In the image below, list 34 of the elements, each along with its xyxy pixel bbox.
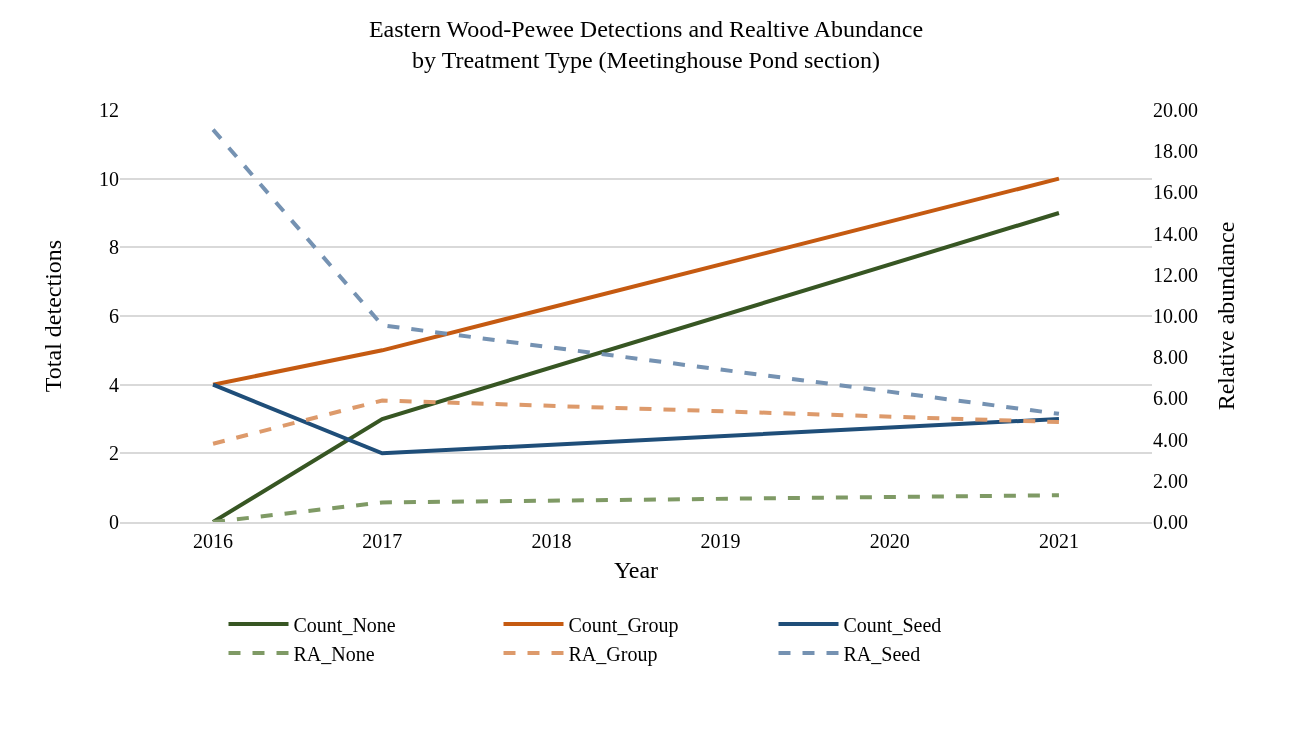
chart-title: Eastern Wood-Pewee Detections and Realtive Abundance by Treatment Type (Meetinghouse Pond section): [368, 15, 924, 73]
y2-tick-label: 6.00: [1153, 387, 1188, 410]
x-tick-label: 2018: [531, 529, 572, 552]
legend-label: Count_None: [293, 613, 396, 636]
legend-label: Count_Group: [568, 613, 679, 637]
y2-tick-label: 18.00: [1153, 140, 1198, 163]
x-axis-title: Year: [613, 556, 659, 583]
legend-label: RA_Group: [568, 642, 658, 666]
y2-tick-label: 12.00: [1153, 263, 1198, 286]
y2-tick-label: 10.00: [1153, 305, 1198, 327]
y2-tick-label: 14.00: [1153, 222, 1198, 245]
y2-tick-label: 0.00: [1153, 511, 1188, 533]
y-tick-label: 2: [109, 442, 119, 465]
x-tick-label: 2017: [362, 529, 403, 552]
y2-tick-label: 4.00: [1153, 428, 1188, 451]
y-tick-label: 10: [99, 167, 119, 190]
y-tick-label: 6: [109, 305, 119, 327]
x-tick-label: 2019: [700, 529, 741, 552]
y-tick-label: 12: [99, 99, 119, 121]
x-tick-label: 2020: [869, 529, 910, 552]
y-tick-label: 0: [109, 511, 119, 533]
x-tick-label: 2016: [193, 529, 234, 552]
legend-label: Count_Seed: [843, 613, 942, 636]
legend-label: RA_Seed: [843, 642, 921, 665]
y-tick-label: 8: [109, 236, 119, 259]
x-tick-label: 2021: [1038, 529, 1079, 552]
y2-tick-label: 20.00: [1153, 99, 1198, 121]
y2-tick-label: 16.00: [1153, 181, 1198, 204]
y-tick-label: 4: [109, 373, 119, 396]
legend-label: RA_None: [293, 642, 375, 665]
y2-tick-label: 2.00: [1153, 469, 1188, 492]
y2-axis-title: Relative abundance: [1213, 221, 1240, 411]
y-axis-title: Total detections: [40, 239, 67, 393]
y2-tick-label: 8.00: [1153, 346, 1188, 369]
